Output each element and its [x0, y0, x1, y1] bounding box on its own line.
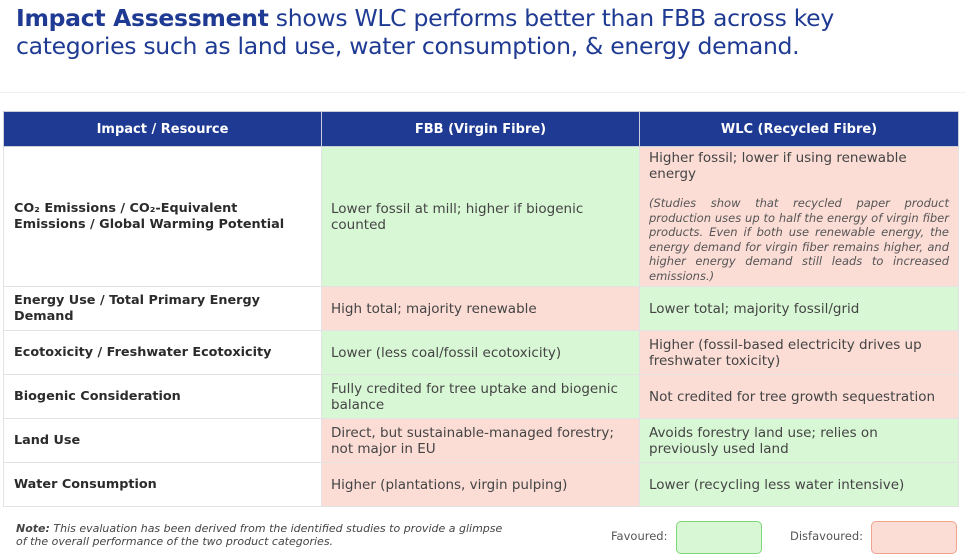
- header-fbb: FBB (Virgin Fibre): [321, 111, 640, 147]
- table-header-row: Impact / Resource FBB (Virgin Fibre) WLC…: [3, 111, 959, 147]
- wlc-cell: Lower (recycling less water intensive): [639, 462, 959, 507]
- row-label: Biogenic Consideration: [3, 374, 322, 419]
- legend-disfavoured-swatch: [871, 521, 957, 554]
- fbb-cell: Lower fossil at mill; higher if biogenic…: [321, 146, 640, 287]
- table-row: Ecotoxicity / Freshwater Ecotoxicity Low…: [3, 330, 959, 375]
- title-bold: Impact Assessment: [16, 4, 269, 32]
- comparison-table: Impact / Resource FBB (Virgin Fibre) WLC…: [3, 111, 959, 507]
- row-label: Energy Use / Total Primary Energy Demand: [3, 286, 322, 331]
- wlc-cell: Avoids forestry land use; relies on prev…: [639, 418, 959, 463]
- page-title: Impact Assessment shows WLC performs bet…: [16, 4, 946, 60]
- table-row: CO₂ Emissions / CO₂-Equivalent Emissions…: [3, 146, 959, 287]
- wlc-cell: Not credited for tree growth sequestrati…: [639, 374, 959, 419]
- table-row: Energy Use / Total Primary Energy Demand…: [3, 286, 959, 331]
- title-divider: [0, 92, 966, 93]
- note-text: This evaluation has been derived from th…: [16, 522, 503, 548]
- row-label: Water Consumption: [3, 462, 322, 507]
- header-impact: Impact / Resource: [3, 111, 322, 147]
- wlc-cell-note: (Studies show that recycled paper produc…: [649, 196, 949, 283]
- fbb-cell: Higher (plantations, virgin pulping): [321, 462, 640, 507]
- wlc-cell: Lower total; majority fossil/grid: [639, 286, 959, 331]
- note-label: Note:: [16, 522, 50, 535]
- row-label: Land Use: [3, 418, 322, 463]
- wlc-cell: Higher fossil; lower if using renewable …: [639, 146, 959, 287]
- fbb-cell: High total; majority renewable: [321, 286, 640, 331]
- wlc-cell: Higher (fossil-based electricity drives …: [639, 330, 959, 375]
- header-wlc: WLC (Recycled Fibre): [639, 111, 959, 147]
- table-row: Biogenic Consideration Fully credited fo…: [3, 374, 959, 419]
- row-label: Ecotoxicity / Freshwater Ecotoxicity: [3, 330, 322, 375]
- table-row: Land Use Direct, but sustainable-managed…: [3, 418, 959, 463]
- fbb-cell: Fully credited for tree uptake and bioge…: [321, 374, 640, 419]
- title-rest: shows WLC performs better than FBB acros…: [16, 4, 834, 60]
- legend-favoured-swatch: [676, 521, 762, 554]
- legend-disfavoured-label: Disfavoured:: [790, 529, 863, 543]
- wlc-cell-text: Higher fossil; lower if using renewable …: [649, 150, 907, 182]
- row-label: CO₂ Emissions / CO₂-Equivalent Emissions…: [3, 146, 322, 287]
- fbb-cell: Direct, but sustainable-managed forestry…: [321, 418, 640, 463]
- footer-note: Note: This evaluation has been derived f…: [16, 522, 516, 548]
- fbb-cell: Lower (less coal/fossil ecotoxicity): [321, 330, 640, 375]
- legend-favoured-label: Favoured:: [611, 529, 668, 543]
- table-row: Water Consumption Higher (plantations, v…: [3, 462, 959, 507]
